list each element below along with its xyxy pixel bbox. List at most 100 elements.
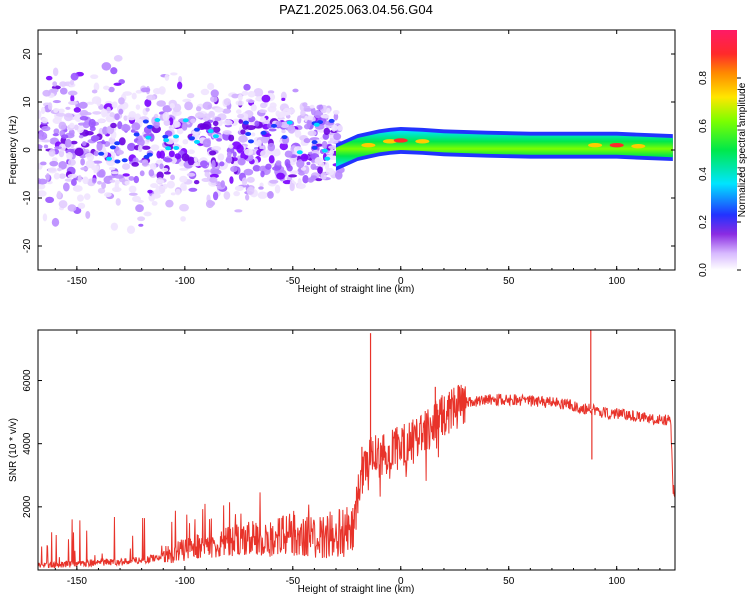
spectrogram-blob: [234, 185, 244, 192]
spectrogram-blob: [80, 166, 89, 171]
spectrogram-blob-hot: [324, 156, 331, 161]
spectrogram-blob: [84, 152, 94, 158]
snr-y-ticks: 2000 4000 6000: [22, 369, 675, 518]
spectrogram-blob-hot: [207, 129, 214, 134]
spectrogram-blob: [162, 105, 172, 113]
spectrogram-x-tick-label: -150: [67, 276, 87, 287]
spectrogram-blob: [315, 178, 323, 182]
snr-x-tick-label: -150: [67, 576, 87, 587]
colorbar-tick-label: 0.8: [698, 71, 709, 85]
spectrogram-blob: [42, 89, 51, 97]
spectrogram-blob: [108, 175, 116, 179]
spectrogram-blob: [38, 144, 43, 149]
spectrogram-blob: [111, 101, 118, 109]
spectrogram-band-peak: [609, 143, 624, 148]
spectrogram-blob: [328, 145, 338, 150]
spectrogram-blob: [68, 100, 79, 106]
spectrogram-blob: [203, 169, 211, 173]
spectrogram-blob: [254, 120, 260, 127]
spectrogram-blob-hot: [114, 141, 121, 146]
spectrogram-blob: [110, 171, 119, 175]
spectrogram-blob: [77, 202, 86, 209]
spectrogram-blob: [128, 110, 137, 118]
spectrogram-blob: [317, 166, 323, 174]
spectrogram-blob: [259, 145, 264, 150]
spectrogram-blob-hot: [154, 118, 161, 123]
spectrogram-blob: [272, 166, 281, 171]
spectrogram-blob: [207, 82, 215, 90]
spectrogram-blob: [155, 185, 166, 195]
spectrogram-blob: [267, 90, 275, 94]
spectrogram-blob: [74, 147, 84, 157]
spectrogram-blob-hot: [242, 120, 249, 125]
spectrogram-blob: [153, 120, 160, 129]
spectrogram-blob: [170, 192, 176, 196]
spectrogram-blob: [100, 108, 108, 118]
spectrogram-band: [335, 130, 673, 167]
spectrogram-blob: [90, 135, 100, 142]
spectrogram-blob: [191, 130, 202, 135]
spectrogram-blob: [181, 122, 188, 131]
spectrogram-y-tick-label: -20: [22, 238, 33, 253]
spectrogram-blob-hot: [281, 135, 288, 140]
spectrogram-blob: [109, 179, 116, 183]
spectrogram-blob: [238, 135, 248, 143]
spectrogram-blob: [53, 128, 60, 135]
spectrogram-blob: [70, 178, 77, 186]
spectrogram-blob: [228, 134, 235, 142]
snr-x-tick-label: -100: [175, 576, 195, 587]
spectrogram-blob: [53, 172, 60, 180]
spectrogram-blob-hot: [296, 150, 303, 155]
spectrogram-blob: [256, 139, 262, 147]
spectrogram-blob: [232, 151, 237, 158]
spectrogram-blob: [48, 148, 56, 157]
spectrogram-blob: [188, 187, 198, 192]
spectrogram-blob: [117, 121, 123, 130]
spectrogram-blob: [306, 161, 311, 166]
spectrogram-blob: [235, 109, 242, 114]
spectrogram-blob: [205, 199, 214, 209]
spectrogram-blob: [59, 81, 67, 87]
spectrogram-blob: [241, 90, 249, 96]
spectrogram-blob: [108, 86, 115, 93]
spectrogram-blob: [41, 139, 51, 143]
snr-x-tick-label: -50: [286, 576, 301, 587]
spectrogram-blob: [233, 191, 241, 197]
spectrogram-blob: [253, 88, 264, 97]
spectrogram-blob: [240, 129, 246, 135]
spectrogram-band-peak: [415, 139, 430, 144]
spectrogram-blob: [214, 117, 222, 122]
spectrogram-blob-hot: [212, 134, 219, 139]
spectrogram-blob: [141, 145, 151, 150]
spectrogram-blob: [178, 75, 183, 84]
spectrogram-blob: [85, 131, 94, 136]
spectrogram-blob: [177, 81, 183, 90]
spectrogram-blob: [88, 118, 96, 128]
spectrogram-band-peak: [631, 143, 646, 149]
figure-title: PAZ1.2025.063.04.56.G04: [279, 2, 433, 17]
spectrogram-blob: [337, 124, 343, 132]
spectrogram-blob: [231, 93, 239, 99]
spectrogram-blob: [80, 158, 85, 166]
spectrogram-blob: [246, 176, 255, 183]
spectrogram-blob: [309, 104, 315, 109]
spectrogram-blob: [235, 100, 245, 106]
spectrogram-blob: [110, 67, 118, 75]
spectrogram-blob: [199, 160, 208, 168]
spectrogram-blob: [212, 120, 219, 127]
spectrogram-blob: [97, 187, 106, 194]
spectrogram-blob: [114, 179, 120, 185]
spectrogram-blob: [195, 106, 202, 112]
spectrogram-blob: [231, 141, 242, 150]
spectrogram-blob: [276, 172, 285, 180]
spectrogram-blob: [152, 87, 162, 95]
spectrogram-blob: [320, 114, 330, 119]
spectrogram-blob: [250, 104, 257, 112]
spectrogram-blob: [58, 121, 67, 131]
spectrogram-blob: [234, 209, 243, 213]
spectrogram-blob-hot: [321, 148, 328, 153]
spectrogram-blob: [43, 144, 49, 149]
spectrogram-blob: [103, 85, 110, 90]
spectrogram-blob: [73, 107, 81, 113]
spectrogram-blob: [40, 161, 47, 166]
